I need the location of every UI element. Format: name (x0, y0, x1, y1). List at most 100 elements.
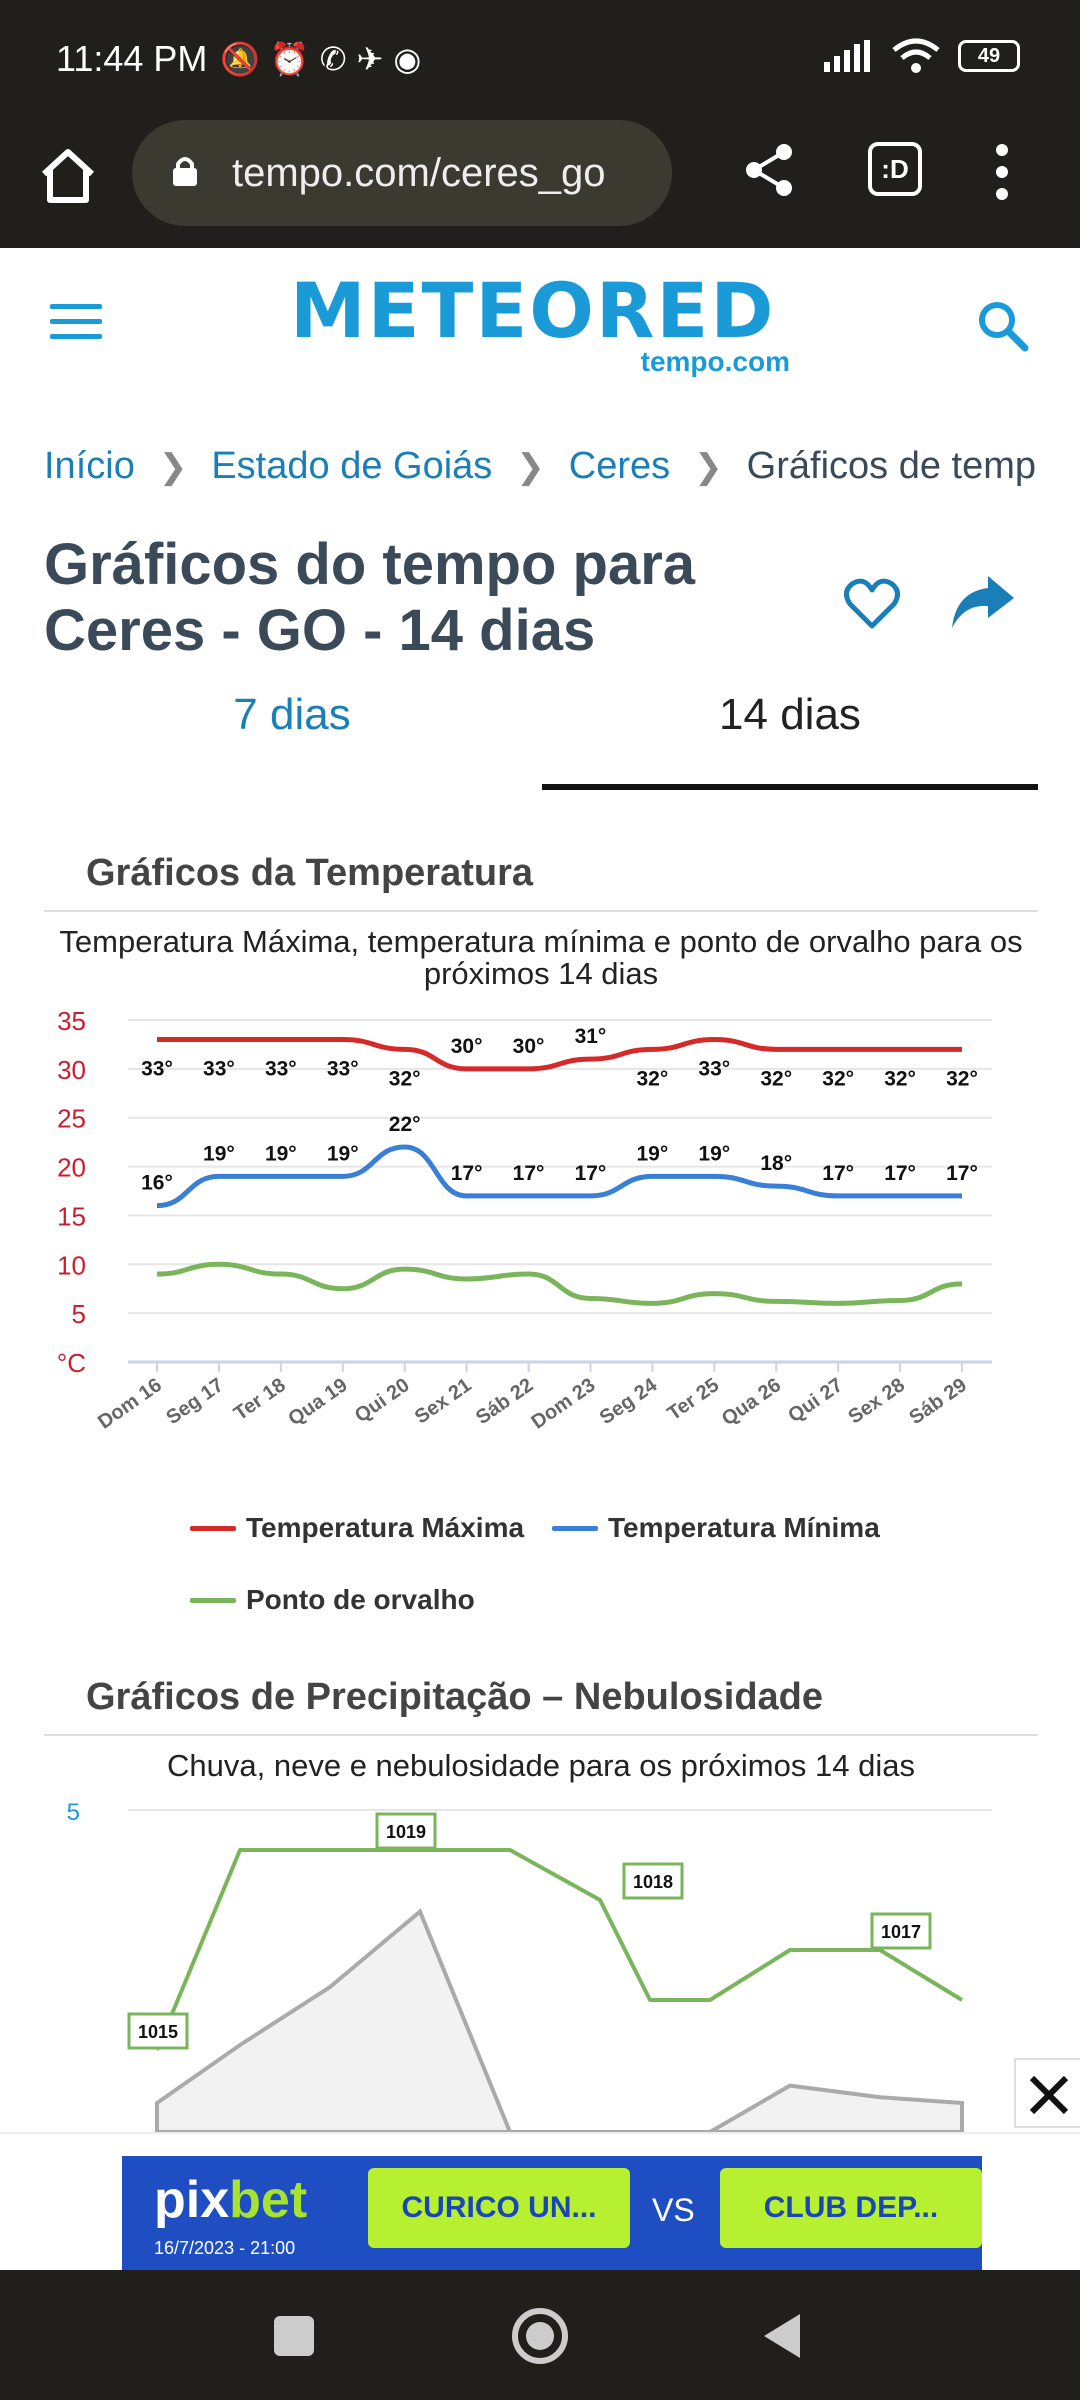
tab-14-days[interactable]: 14 dias (542, 690, 1038, 790)
heart-icon[interactable] (842, 574, 902, 634)
system-icons: 49 (824, 38, 1020, 74)
logo-subtext: tempo.com (640, 346, 790, 377)
y-tick-label: 30 (57, 1055, 86, 1085)
data-label: 19° (265, 1142, 297, 1165)
pressure-label-box (127, 2012, 189, 2050)
ad-banner[interactable]: pixbet 16/7/2023 - 21:00 CURICO UN... VS… (122, 2156, 982, 2272)
pressure-label: 1018 (633, 1872, 673, 1892)
y-tick-label: 10 (57, 1250, 86, 1280)
mute-icon: 🔕 (220, 41, 270, 77)
url-field[interactable]: tempo.com/ceres_go (132, 120, 672, 226)
x-tick-label: Dom 16 (94, 1374, 166, 1433)
site-header: METEORED tempo.com (0, 248, 1080, 398)
home-icon[interactable] (36, 144, 100, 208)
system-nav-bar (0, 2270, 1080, 2400)
close-icon (1029, 2075, 1069, 2115)
chevron-right-icon: ❯ (158, 448, 188, 486)
x-tick-label: Dom 23 (528, 1374, 600, 1433)
data-label: 19° (637, 1142, 669, 1165)
breadcrumb-current: Gráficos de temp (746, 445, 1037, 487)
data-label: 33° (203, 1058, 235, 1081)
data-label: 17° (451, 1162, 483, 1185)
legend-max[interactable]: Temperatura Máxima (190, 1512, 524, 1544)
temperature-section-heading: Gráficos da Temperatura (86, 852, 534, 894)
breadcrumb: Início ❯ Estado de Goiás ❯ Ceres ❯ Gráficos de… (44, 445, 1044, 488)
share-icon[interactable] (740, 140, 800, 200)
site-logo[interactable]: METEORED tempo.com (290, 266, 790, 377)
tab-7-days[interactable]: 7 dias (233, 690, 351, 739)
lock-icon (173, 157, 197, 186)
wifi-icon (892, 38, 940, 73)
data-label: 17° (575, 1162, 607, 1185)
precip-section-heading: Gráficos de Precipitação – Nebulosidade (86, 1676, 824, 1718)
whatsapp-icon: ✆ (319, 41, 357, 77)
hamburger-menu-icon[interactable] (50, 304, 102, 344)
pressure-line (155, 1848, 964, 2051)
data-label: 17° (884, 1162, 916, 1185)
x-tick-label: Sex 21 (411, 1374, 476, 1428)
x-tick-label: Ter 25 (663, 1374, 723, 1425)
data-label: 17° (513, 1162, 545, 1185)
x-tick-label: Sáb 22 (472, 1374, 537, 1429)
status-bar: 11:44 PM 🔕⏰✆✈◉ 49 (0, 0, 1080, 120)
y-tick-label: 35 (57, 1006, 86, 1036)
pressure-label-box (622, 1862, 684, 1900)
pressure-label: 1015 (138, 2022, 178, 2042)
x-tick-label: Qua 19 (284, 1374, 351, 1430)
battery-icon: 49 (958, 40, 1020, 72)
chrome-icon: ◉ (393, 41, 432, 77)
x-tick-label: Seg 17 (162, 1374, 227, 1429)
data-label: 19° (327, 1142, 359, 1165)
breadcrumb-home[interactable]: Início (44, 445, 135, 487)
precip-chart-title: Chuva, neve e nebulosidade para os próxi… (167, 1748, 915, 1783)
data-label: 33° (141, 1058, 173, 1081)
divider (44, 1734, 1038, 1736)
status-time: 11:44 PM (56, 38, 208, 79)
back-button[interactable] (760, 2312, 804, 2360)
overflow-menu-icon[interactable] (990, 142, 1014, 202)
data-label: 32° (884, 1067, 916, 1090)
pressure-label: 1017 (881, 1922, 921, 1942)
ad-bar: pixbet 16/7/2023 - 21:00 CURICO UN... VS… (0, 2132, 1080, 2272)
data-label: 32° (822, 1067, 854, 1090)
divider (44, 910, 1038, 912)
recents-button[interactable] (272, 2314, 316, 2358)
data-label: 32° (389, 1067, 421, 1090)
legend-dew[interactable]: Ponto de orvalho (190, 1584, 475, 1616)
ad-team-b: CLUB DEP... (720, 2168, 982, 2248)
data-label: 31° (575, 1025, 607, 1048)
logo-text: METEORED (290, 266, 776, 355)
data-label: 18° (760, 1152, 792, 1175)
ad-team-a: CURICO UN... (368, 2168, 630, 2248)
tab-switcher-button[interactable]: :D (868, 142, 922, 196)
x-tick-label: Ter 18 (230, 1374, 290, 1425)
pressure-label-box (375, 1812, 437, 1850)
signal-icon (824, 40, 870, 72)
x-tick-label: Seg 24 (596, 1374, 662, 1430)
data-label: 30° (451, 1035, 483, 1058)
data-label: 33° (698, 1058, 730, 1081)
close-ad-button[interactable] (1014, 2058, 1080, 2128)
series-line-0 (157, 1037, 962, 1072)
y-tick-label: 20 (57, 1153, 86, 1183)
home-button[interactable] (510, 2306, 570, 2366)
data-label: 19° (203, 1142, 235, 1165)
page-title: Gráficos do tempo para Ceres - GO - 14 d… (44, 532, 696, 663)
y-tick-label: 25 (57, 1104, 86, 1134)
share-arrow-icon[interactable] (948, 572, 1016, 632)
cloud-area (155, 1908, 964, 2132)
data-label: 33° (327, 1058, 359, 1081)
data-label: 33° (265, 1058, 297, 1081)
pressure-label: 1019 (386, 1822, 426, 1842)
breadcrumb-city[interactable]: Ceres (568, 445, 671, 487)
chevron-right-icon: ❯ (516, 448, 545, 486)
data-label: 32° (637, 1067, 669, 1090)
data-label: 16° (141, 1172, 173, 1195)
series-line-1 (156, 1144, 962, 1209)
search-icon[interactable] (975, 298, 1031, 354)
breadcrumb-state[interactable]: Estado de Goiás (211, 445, 493, 487)
ad-vs: VS (652, 2192, 695, 2228)
legend-min[interactable]: Temperatura Mínima (552, 1512, 880, 1544)
data-label: 17° (822, 1162, 854, 1185)
data-label: 19° (698, 1142, 730, 1165)
